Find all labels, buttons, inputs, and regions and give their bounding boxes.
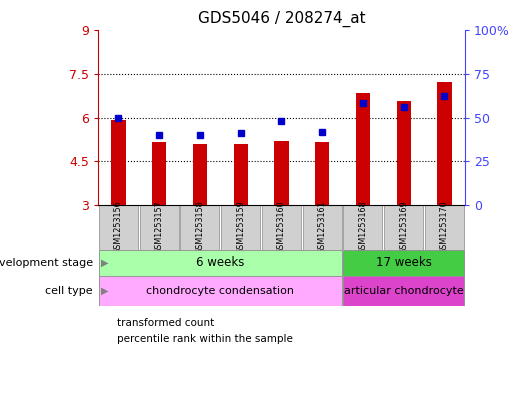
Text: 17 weeks: 17 weeks [376,256,431,269]
Text: GSM1253158: GSM1253158 [196,200,205,254]
Text: development stage: development stage [0,258,93,268]
Text: GSM1253169: GSM1253169 [399,200,408,254]
Bar [221,205,260,250]
Bar [343,205,383,250]
Bar [111,120,126,205]
Bar [99,276,342,306]
Bar [343,276,464,306]
Title: GDS5046 / 208274_at: GDS5046 / 208274_at [198,11,365,27]
Text: GSM1253156: GSM1253156 [114,200,123,254]
Bar [139,205,179,250]
Bar [437,83,452,205]
Bar [262,205,301,250]
Text: GSM1253161: GSM1253161 [317,200,326,254]
Text: 6 weeks: 6 weeks [196,256,244,269]
Bar [356,93,370,205]
Text: GSM1253159: GSM1253159 [236,200,245,254]
Bar [315,142,329,205]
Bar [99,250,342,276]
Bar [99,205,138,250]
Bar [384,205,423,250]
Bar [343,250,464,276]
Bar [152,142,166,205]
Bar [275,141,288,205]
Bar [193,144,207,205]
Bar [180,205,219,250]
Text: GSM1253160: GSM1253160 [277,200,286,254]
Text: ▶: ▶ [101,286,108,296]
Text: GSM1253157: GSM1253157 [155,200,164,254]
Bar [425,205,464,250]
Text: percentile rank within the sample: percentile rank within the sample [117,334,293,344]
Bar [303,205,342,250]
Text: ▶: ▶ [101,258,108,268]
Text: cell type: cell type [45,286,93,296]
Text: chondrocyte condensation: chondrocyte condensation [146,286,294,296]
Text: GSM1253170: GSM1253170 [440,200,449,254]
Text: transformed count: transformed count [117,318,214,329]
Bar [396,101,411,205]
Bar [234,144,248,205]
Text: GSM1253168: GSM1253168 [358,200,367,254]
Text: articular chondrocyte: articular chondrocyte [344,286,464,296]
